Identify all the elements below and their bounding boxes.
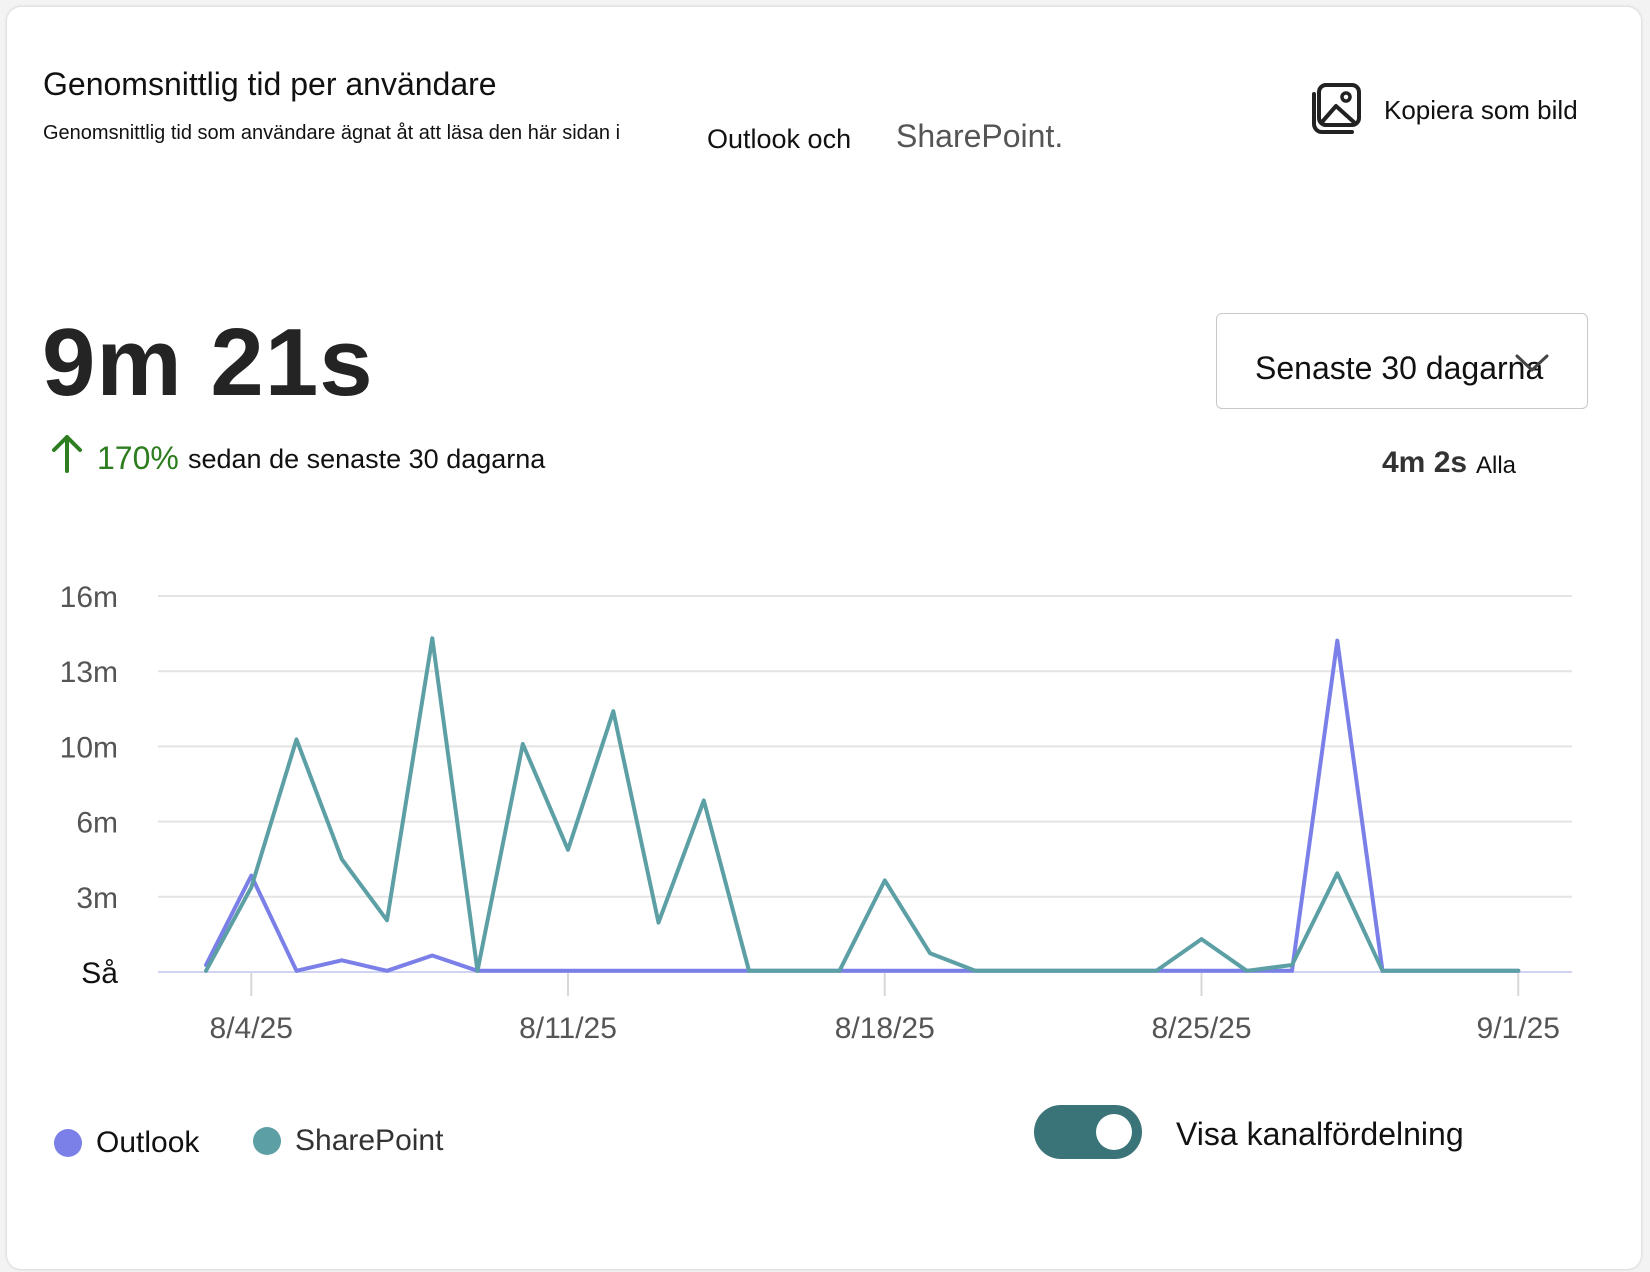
copy-as-image-button[interactable]: Kopiera som bild [1310, 80, 1578, 140]
legend-dot-outlook [54, 1129, 82, 1157]
subtitle-outlook: Outlook och [707, 124, 852, 154]
arrow-up-icon [50, 433, 84, 478]
x-tick-label: 8/11/25 [519, 1012, 617, 1045]
kpi-change-text: sedan de senaste 30 dagarna [188, 444, 546, 474]
y-tick-label: 3m [76, 882, 118, 915]
x-tick-label: 8/4/25 [210, 1012, 293, 1045]
legend-label-sharepoint: SharePoint [295, 1124, 444, 1157]
period-dropdown-value: Senaste 30 dagarna [1255, 350, 1544, 386]
x-tick-label: 9/1/25 [1477, 1012, 1560, 1045]
average-value: 4m 2s [1382, 446, 1468, 479]
average-label: Alla [1476, 452, 1517, 479]
chart-card [7, 7, 1641, 1269]
y-tick-label: 6m [76, 807, 118, 840]
subtitle-sharepoint: SharePoint. [896, 118, 1064, 154]
legend-label-outlook: Outlook [96, 1126, 200, 1159]
kpi-change-percent: 170% [97, 440, 179, 476]
channel-breakdown-toggle[interactable] [1034, 1105, 1142, 1159]
toggle-knob [1096, 1114, 1132, 1150]
series-line-outlook [204, 638, 1521, 973]
kpi-value: 9m 21s [42, 309, 374, 416]
chevron-down-icon [1515, 352, 1549, 379]
legend-item-outlook[interactable]: Outlook [54, 1126, 199, 1160]
legend-item-sharepoint[interactable]: SharePoint [253, 1124, 443, 1158]
y-tick-label: Så [81, 957, 118, 990]
x-tick-label: 8/25/25 [1151, 1012, 1251, 1045]
card-subtitle: Genomsnittlig tid som användare ägnat åt… [43, 122, 621, 144]
period-dropdown[interactable]: Senaste 30 dagarna [1216, 313, 1588, 409]
y-tick-label: 10m [60, 731, 118, 764]
card-title: Genomsnittlig tid per användare [43, 66, 497, 102]
x-tick-label: 8/18/25 [835, 1012, 935, 1045]
copy-as-image-label: Kopiera som bild [1384, 94, 1578, 125]
series-line-sharepoint [204, 636, 1521, 973]
image-icon [1310, 82, 1362, 139]
y-tick-label: 16m [60, 581, 118, 614]
channel-breakdown-label: Visa kanalfördelning [1176, 1116, 1464, 1152]
line-chart: Så 3m 6m 10m 13m 16m 8/4/25 8/11/25 8/18/25 8/25/… [60, 581, 1572, 1045]
y-tick-label: 13m [60, 656, 118, 689]
legend-dot-sharepoint [253, 1127, 281, 1155]
